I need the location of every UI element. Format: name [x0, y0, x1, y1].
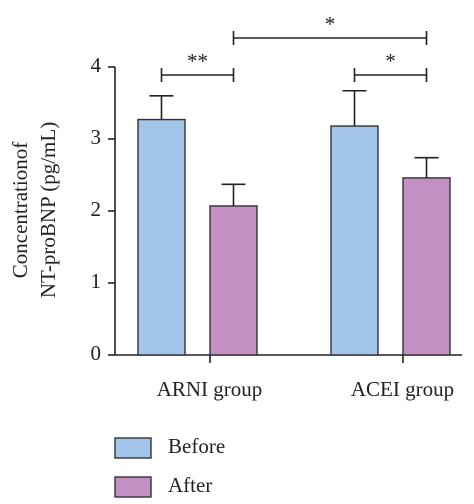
error-bar: [221, 183, 246, 206]
x-tick-label: ARNI group: [157, 377, 263, 401]
bar: [137, 118, 186, 356]
significance-label: *: [325, 12, 336, 36]
error-bar: [414, 156, 439, 178]
bar: [330, 125, 379, 356]
legend-swatch: [114, 437, 152, 459]
y-axis-label: Concentrationof: [8, 142, 32, 278]
x-tick-label: ACEI group: [351, 377, 454, 401]
bar: [402, 177, 451, 356]
significance-label: **: [187, 49, 208, 73]
y-axis-label: NT-proBNP (pg/mL): [36, 122, 60, 298]
y-tick-label: 2: [91, 197, 102, 221]
error-bar: [149, 95, 174, 120]
y-tick-label: 4: [91, 53, 102, 77]
y-tick-label: 3: [91, 125, 102, 149]
error-bar: [342, 89, 367, 127]
legend-label: After: [168, 473, 212, 497]
legend-swatch: [114, 476, 152, 498]
y-tick-label: 1: [91, 269, 102, 293]
bar: [209, 205, 258, 356]
significance-label: *: [385, 49, 396, 73]
significance-bracket: [160, 68, 235, 82]
legend-label: Before: [168, 434, 225, 458]
y-tick-label: 0: [91, 341, 102, 365]
significance-bracket: [353, 68, 428, 82]
significance-bracket: [232, 31, 428, 45]
